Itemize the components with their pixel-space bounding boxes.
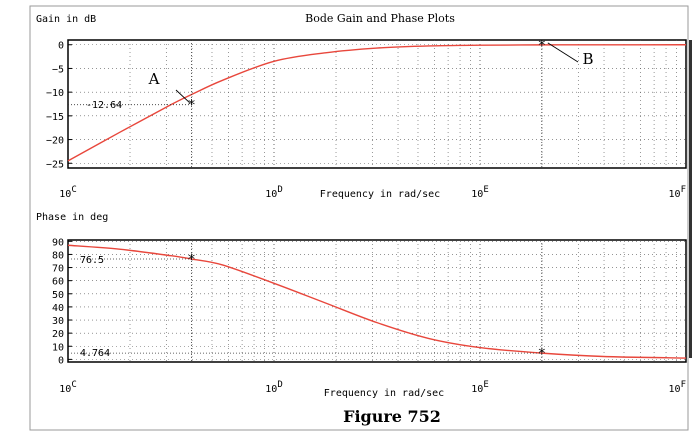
y-tick-label: 0 (58, 41, 64, 52)
y-tick-label: 80 (52, 250, 64, 261)
value-label: 76.5 (80, 255, 104, 266)
plot-panel-1: 0 −5 −10 −15 −20 −25 10C 10D 10E 10F Gain in dB Bod… (36, 12, 687, 200)
data-point-marker: * (187, 98, 195, 114)
y-tick-label: −15 (46, 112, 64, 123)
x-tick-label: 10C (59, 380, 76, 395)
edge-strip (689, 40, 692, 358)
y-tick-label: 40 (52, 303, 64, 314)
x-axis-label: Frequency in rad/sec (320, 189, 440, 200)
x-tick-label: 10E (471, 380, 488, 395)
plot-area (67, 239, 687, 363)
figure-caption: Figure 752 (343, 407, 441, 426)
y-tick-label: −20 (46, 136, 64, 147)
x-tick-label: 10F (669, 380, 686, 395)
data-series-line (67, 44, 687, 162)
y-tick-label: 70 (52, 264, 64, 275)
plot-panel-2: 90 80 70 60 50 40 30 20 10 0 10C 10D 10E 10F Phase in … (36, 212, 687, 399)
point-label-pointer (175, 89, 190, 103)
y-axis-label: Gain in dB (36, 14, 96, 25)
y-tick-label: 60 (52, 277, 64, 288)
y-tick-label: 90 (52, 237, 64, 248)
point-label: B (582, 50, 593, 68)
chart-title: Bode Gain and Phase Plots (305, 12, 455, 25)
y-tick-label: 20 (52, 329, 64, 340)
y-tick-label: 30 (52, 316, 64, 327)
y-tick-label: 0 (58, 355, 64, 366)
y-tick-label: −5 (52, 64, 64, 75)
y-tick-label: 10 (52, 342, 64, 353)
data-point-marker: * (187, 252, 195, 268)
data-series-line (67, 244, 687, 359)
x-tick-label: 10C (59, 185, 76, 200)
value-label: -12.64 (86, 100, 122, 111)
point-label: A (148, 70, 160, 88)
x-axis-label: Frequency in rad/sec (324, 388, 444, 399)
point-label-pointer (547, 42, 579, 63)
y-tick-label: −25 (46, 159, 64, 170)
y-axis-label: Phase in deg (36, 212, 108, 223)
x-tick-label: 10E (471, 185, 488, 200)
y-tick-label: 50 (52, 290, 64, 301)
data-point-marker: * (538, 38, 546, 54)
x-tick-label: 10F (669, 185, 686, 200)
x-tick-label: 10D (265, 185, 282, 200)
x-tick-label: 10D (265, 380, 282, 395)
data-point-marker: * (538, 346, 546, 362)
value-label: 4.764 (80, 348, 110, 359)
y-tick-label: −10 (46, 88, 64, 99)
